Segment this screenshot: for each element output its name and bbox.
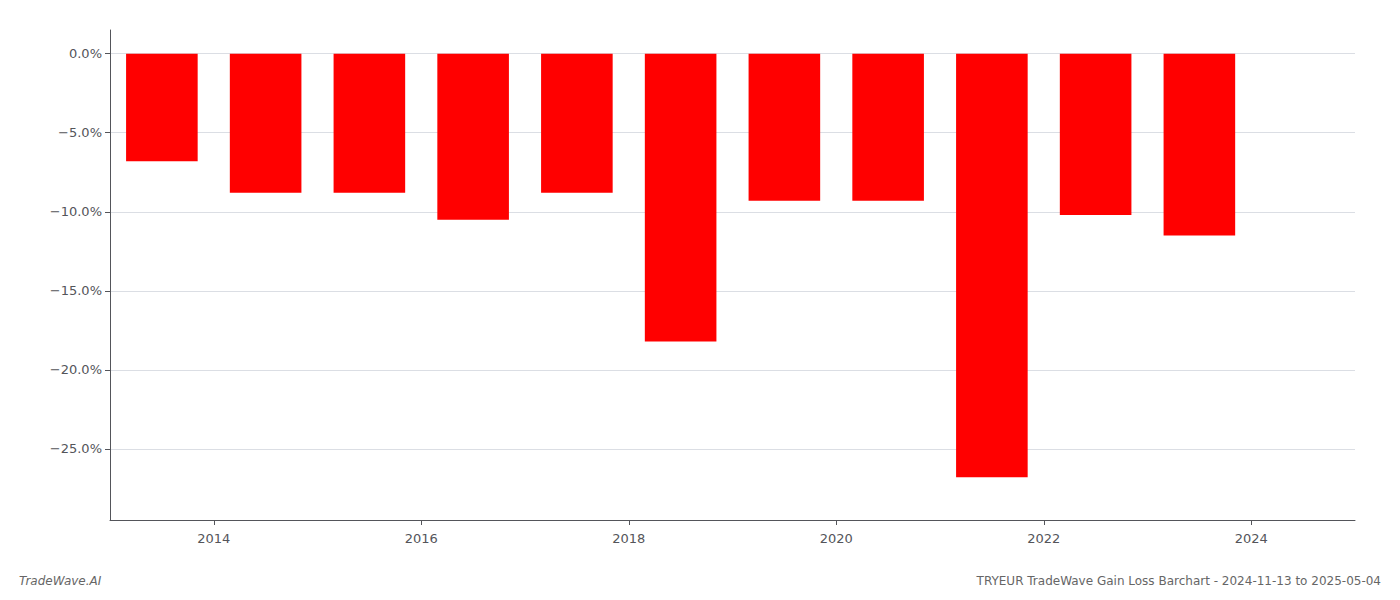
svg-text:0.0%: 0.0%: [69, 46, 102, 61]
svg-text:2016: 2016: [405, 531, 438, 546]
svg-text:2018: 2018: [612, 531, 645, 546]
svg-text:2024: 2024: [1235, 531, 1268, 546]
svg-text:TradeWave.AI: TradeWave.AI: [19, 574, 102, 588]
svg-text:−15.0%: −15.0%: [50, 283, 102, 298]
svg-text:TRYEUR TradeWave Gain Loss Bar: TRYEUR TradeWave Gain Loss Barchart - 20…: [976, 574, 1381, 588]
svg-text:−5.0%: −5.0%: [58, 125, 102, 140]
svg-text:2020: 2020: [820, 531, 853, 546]
svg-text:−20.0%: −20.0%: [50, 362, 102, 377]
svg-text:−25.0%: −25.0%: [50, 441, 102, 456]
svg-text:2014: 2014: [197, 531, 230, 546]
svg-text:−10.0%: −10.0%: [50, 204, 102, 219]
svg-text:2022: 2022: [1027, 531, 1060, 546]
